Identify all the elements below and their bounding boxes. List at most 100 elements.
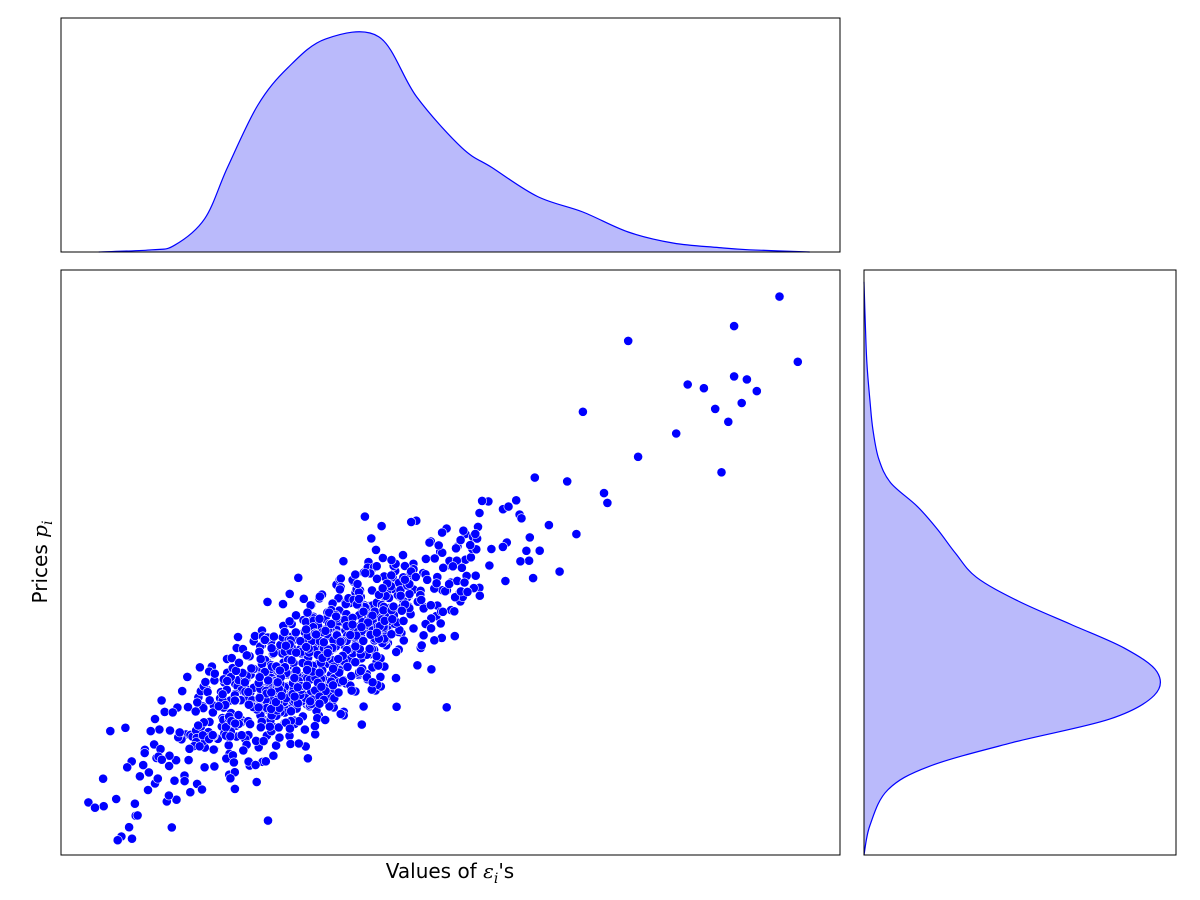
scatter-point [163, 790, 174, 801]
scatter-point [429, 553, 440, 564]
y-density-curve [863, 281, 1161, 856]
scatter-point [324, 701, 335, 712]
scatter-point [171, 794, 182, 805]
y-density-fill [864, 281, 1161, 855]
scatter-point [156, 695, 167, 706]
scatter-point [184, 743, 195, 754]
scatter-point [194, 741, 205, 752]
x-axis-label: Values of εi's [386, 859, 514, 887]
scatter-point [431, 578, 442, 589]
scatter-point [376, 521, 387, 531]
scatter-point [289, 673, 300, 683]
scatter-point [578, 406, 588, 417]
scatter-point [245, 719, 255, 729]
scatter-point [398, 616, 409, 626]
scatter-point [291, 647, 302, 658]
scatter-point [236, 730, 247, 741]
scatter-point [328, 663, 338, 674]
scatter-point [355, 666, 366, 676]
scatter-point [301, 680, 312, 691]
scatter-point [338, 676, 348, 686]
scatter-point [450, 592, 460, 603]
scatter-point [571, 529, 582, 539]
scatter-point [286, 655, 297, 666]
scatter-point [138, 760, 149, 770]
scatter-point [367, 610, 378, 621]
scatter-point [254, 692, 265, 703]
scatter-point [302, 665, 312, 675]
scatter-point [602, 497, 613, 508]
scatter-point [398, 550, 408, 560]
scatter-point [350, 641, 361, 652]
main-scatter-frame [60, 269, 841, 856]
scatter-point [511, 495, 522, 506]
scatter-point [177, 686, 188, 696]
scatter-point [334, 584, 345, 595]
scatter-point [243, 699, 254, 710]
scatter-point [318, 637, 329, 648]
scatter-point [120, 722, 131, 733]
scatter-point [386, 570, 397, 581]
scatter-point [204, 695, 215, 706]
scatter-point [372, 573, 382, 584]
scatter-point [314, 591, 325, 602]
scatter-point [182, 672, 193, 682]
scatter-point [223, 740, 234, 751]
top-marginal-frame [60, 17, 841, 253]
scatter-point [112, 835, 123, 846]
scatter-point [262, 597, 273, 607]
scatter-point [150, 714, 160, 724]
scatter-point [301, 642, 312, 652]
scatter-point [152, 773, 163, 784]
scatter-point [371, 627, 382, 638]
scatter-point [167, 707, 178, 718]
scatter-point [391, 673, 401, 683]
scatter-point [455, 535, 466, 545]
scatter-point [229, 784, 240, 794]
scatter-point [386, 555, 397, 565]
scatter-point [387, 614, 398, 625]
scatter-point [554, 566, 565, 577]
scatter-point [426, 623, 436, 634]
scatter-point [350, 657, 361, 668]
scatter-point [371, 561, 382, 572]
scatter-point [516, 513, 527, 524]
scatter-point [599, 488, 609, 498]
scatter-point [272, 677, 283, 688]
scatter-point [122, 762, 133, 773]
scatter-point [404, 589, 415, 599]
scatter-point [465, 540, 476, 550]
scatter-point [243, 687, 254, 697]
scatter-point [225, 731, 236, 742]
scatter-point [230, 718, 241, 729]
scatter-point [310, 729, 321, 740]
scatter-point [544, 520, 554, 530]
scatter-point [320, 715, 331, 725]
scatter-point [199, 762, 210, 773]
scatter-point [129, 798, 140, 809]
scatter-point [406, 517, 417, 527]
scatter-point [751, 386, 762, 396]
scatter-point [222, 676, 233, 686]
scatter-point [682, 379, 693, 390]
scatter-point [328, 680, 338, 691]
x-axis-label-prefix: Values of [386, 859, 483, 883]
scatter-point [524, 555, 534, 566]
scatter-point [208, 744, 219, 755]
scatter-point [179, 776, 190, 786]
scatter-point [314, 667, 325, 678]
scatter-point [233, 710, 244, 720]
y-axis-label-prefix: Prices [28, 538, 52, 604]
scatter-point [225, 773, 236, 784]
x-density-curve [98, 31, 810, 253]
scatter-point [358, 606, 369, 617]
scatter-point [377, 583, 388, 594]
scatter-point [367, 677, 378, 688]
scatter-point [354, 594, 364, 604]
scatter-point [286, 706, 296, 717]
scatter-point [98, 773, 108, 784]
scatter-points [83, 291, 803, 846]
scatter-point [166, 822, 177, 833]
scatter-point [105, 726, 116, 736]
scatter-point [264, 721, 275, 732]
